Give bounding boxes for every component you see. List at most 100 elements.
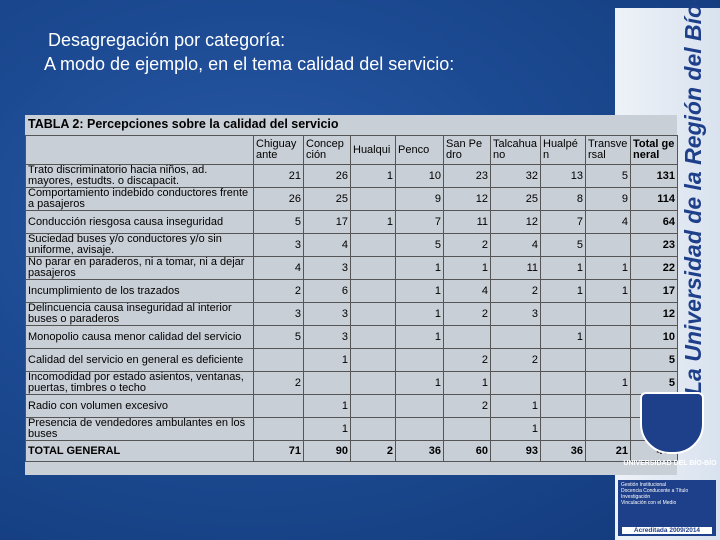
cell <box>350 302 396 326</box>
cell: 1 <box>395 256 444 280</box>
header-cell: Chiguayante <box>253 135 304 165</box>
cell: 5 <box>630 348 678 372</box>
cell: 6 <box>303 279 351 303</box>
cell: 36 <box>540 440 586 462</box>
cell: 1 <box>303 417 351 441</box>
cell <box>540 371 586 395</box>
cell: 1 <box>540 279 586 303</box>
cell: 12 <box>443 187 491 211</box>
cell: 64 <box>630 210 678 234</box>
table-row: Suciedad buses y/o conductores y/o sin u… <box>25 233 678 257</box>
cell: 71 <box>253 440 304 462</box>
cell: 1 <box>350 164 396 188</box>
cell <box>585 302 631 326</box>
cell: 32 <box>490 164 541 188</box>
cell: 90 <box>303 440 351 462</box>
cell: 1 <box>490 417 541 441</box>
row-label: Radio con volumen excesivo <box>25 394 254 418</box>
table-row: Monopolio causa menor calidad del servic… <box>25 325 678 349</box>
cell: 4 <box>303 233 351 257</box>
cell: 22 <box>630 256 678 280</box>
cell: 2 <box>443 233 491 257</box>
cell: 1 <box>395 371 444 395</box>
cell <box>253 348 304 372</box>
cell <box>395 417 444 441</box>
row-label: Suciedad buses y/o conductores y/o sin u… <box>25 233 254 257</box>
header-cell: San Pedro <box>443 135 491 165</box>
header-cell: Hualpén <box>540 135 586 165</box>
cell <box>540 417 586 441</box>
header-cell <box>25 135 254 165</box>
cell: 4 <box>253 256 304 280</box>
cell: 3 <box>303 302 351 326</box>
total-row: TOTAL GENERAL719023660933621409 <box>25 440 678 462</box>
logo <box>640 392 704 454</box>
cell: 3 <box>303 325 351 349</box>
header-cell: Total general <box>630 135 678 165</box>
cell <box>350 417 396 441</box>
badge-item: Vinculación con el Medio <box>621 500 677 506</box>
table-image: TABLA 2: Percepciones sobre la calidad d… <box>25 115 678 475</box>
logo-text: UNIVERSIDAD DEL BÍO-BÍO <box>623 460 717 467</box>
cell <box>490 325 541 349</box>
cell: 13 <box>540 164 586 188</box>
cell: 5 <box>540 233 586 257</box>
cell: 93 <box>490 440 541 462</box>
row-label: Monopolio causa menor calidad del servic… <box>25 325 254 349</box>
accreditation: Acreditada 2009/2014 <box>622 527 712 534</box>
cell: 1 <box>395 302 444 326</box>
cell <box>540 394 586 418</box>
cell <box>303 371 351 395</box>
table-row: Calidad del servicio en general es defic… <box>25 348 678 372</box>
row-label: Comportamiento indebido conductores fren… <box>25 187 254 211</box>
table: Chiguayante Concepción Hualqui Penco San Ped… <box>25 135 678 462</box>
cell: 10 <box>630 325 678 349</box>
cell <box>350 279 396 303</box>
cell <box>350 187 396 211</box>
cell: 1 <box>540 256 586 280</box>
cell: 1 <box>350 210 396 234</box>
side-text: La Universidad de la Región del Bío-Bío <box>680 0 706 395</box>
row-label: Presencia de vendedores ambulantes en lo… <box>25 417 254 441</box>
cell <box>490 371 541 395</box>
cell: 131 <box>630 164 678 188</box>
cell: 3 <box>303 256 351 280</box>
cell <box>253 417 304 441</box>
cell <box>395 348 444 372</box>
table-row: Incomodidad por estado asientos, ventana… <box>25 371 678 395</box>
cell: 26 <box>253 187 304 211</box>
table-row: Trato discriminatorio hacia niños, ad. m… <box>25 164 678 188</box>
cell: 1 <box>585 256 631 280</box>
table-row: Conducción riesgosa causa inseguridad 5 17… <box>25 210 678 234</box>
row-label: Incomodidad por estado asientos, ventana… <box>25 371 254 395</box>
header-cell: Concepción <box>303 135 351 165</box>
cell: 11 <box>490 256 541 280</box>
cell: 2 <box>490 279 541 303</box>
cell: 9 <box>585 187 631 211</box>
cell: 1 <box>395 325 444 349</box>
cell: 3 <box>253 233 304 257</box>
cell: 1 <box>303 394 351 418</box>
cell: 17 <box>303 210 351 234</box>
cell <box>253 394 304 418</box>
slide-title: Desagregación por categoría: <box>48 30 286 50</box>
cell <box>395 394 444 418</box>
badge-item: Investigación <box>621 494 651 500</box>
cell: 10 <box>395 164 444 188</box>
badge-item: Gestión Institucional <box>621 482 667 488</box>
cell: 1 <box>395 279 444 303</box>
table-caption: TABLA 2: Percepciones sobre la calidad d… <box>28 117 339 131</box>
cell <box>350 348 396 372</box>
cell: 1 <box>585 279 631 303</box>
cell <box>350 233 396 257</box>
cell <box>585 417 631 441</box>
header-cell: Hualqui <box>350 135 396 165</box>
cell: 1 <box>443 256 491 280</box>
cell: 2 <box>443 302 491 326</box>
cell: 12 <box>630 302 678 326</box>
row-label: Trato discriminatorio hacia niños, ad. m… <box>25 164 254 188</box>
cell: 7 <box>540 210 586 234</box>
cell: 21 <box>585 440 631 462</box>
cell <box>350 371 396 395</box>
